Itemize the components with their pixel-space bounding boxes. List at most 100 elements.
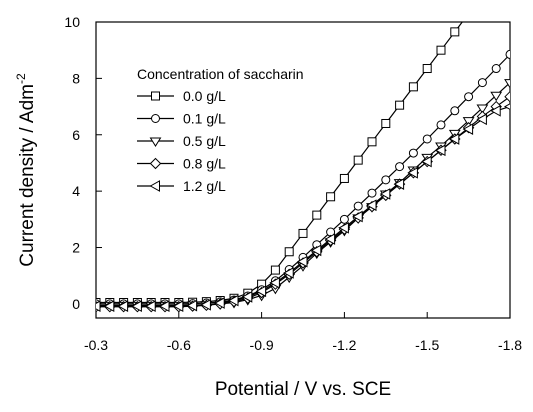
data-point-circle <box>408 148 418 158</box>
data-point-diamond <box>149 157 162 170</box>
data-point-triangle-left <box>200 298 211 311</box>
y-tick-label: 0 <box>72 296 80 312</box>
data-point-triangle-left <box>296 255 308 268</box>
x-tick-label: -0.6 <box>167 337 191 353</box>
legend-label: 0.5 g/L <box>183 133 226 149</box>
data-point-triangle-left <box>227 294 239 307</box>
data-point-triangle-left <box>283 267 294 279</box>
legend-label: 1.2 g/L <box>183 178 226 194</box>
x-tick-label: -1.5 <box>415 337 439 353</box>
data-point-triangle-left <box>117 300 129 313</box>
data-point-triangle-left <box>503 103 510 110</box>
series-layer <box>96 0 510 313</box>
data-point-circle <box>151 114 160 123</box>
data-point-triangle-left <box>407 166 418 179</box>
data-point-square <box>478 0 486 1</box>
legend-label: 0.1 g/L <box>183 111 226 127</box>
data-point-square <box>450 27 460 37</box>
data-point-circle <box>381 175 391 185</box>
y-axis-label-text: Current density / Adm <box>17 84 38 267</box>
x-tick-label: -1.8 <box>498 337 522 353</box>
data-point-square <box>465 10 473 18</box>
data-point-square <box>381 118 391 128</box>
data-point-circle <box>339 214 349 224</box>
data-point-triangle-left <box>393 178 405 190</box>
data-point-triangle-left <box>421 155 432 168</box>
data-point-triangle-left <box>186 299 198 312</box>
data-point-square <box>312 210 322 220</box>
data-point-triangle-down <box>490 91 503 102</box>
data-point-triangle-left <box>214 297 225 309</box>
legend-title: Concentration of saccharin <box>137 66 304 82</box>
x-tick-label: -0.3 <box>84 337 108 353</box>
legend-item: 0.1 g/L <box>137 111 226 127</box>
data-point-triangle-left <box>269 276 280 289</box>
series-line <box>96 105 510 307</box>
data-point-square <box>270 265 280 275</box>
data-point-square <box>408 82 418 92</box>
data-point-circle <box>395 162 405 172</box>
series-4 <box>96 103 510 313</box>
data-point-triangle-left <box>462 123 474 135</box>
legend-item: 1.2 g/L <box>137 178 226 194</box>
data-point-circle <box>477 78 487 88</box>
data-point-square <box>151 91 160 101</box>
data-point-triangle-left <box>145 300 156 313</box>
data-point-triangle-left <box>149 180 160 192</box>
y-axis-label-superscript: -2 <box>14 73 28 84</box>
data-point-triangle-left <box>324 233 336 245</box>
data-point-triangle-left <box>158 300 170 313</box>
data-point-triangle-left <box>352 210 363 223</box>
series-0 <box>96 0 486 307</box>
data-point-diamond <box>504 90 510 103</box>
x-axis: -0.3 -0.6 -0.9 -1.2 -1.5 -1.8 <box>84 312 522 353</box>
data-point-square <box>339 173 349 183</box>
x-tick-label: -1.2 <box>332 337 356 353</box>
data-point-triangle-down <box>149 137 162 147</box>
series-line <box>96 96 510 308</box>
y-tick-label: 10 <box>64 14 80 30</box>
legend-label: 0.0 g/L <box>183 88 226 104</box>
data-point-square <box>395 100 405 110</box>
data-point-triangle-left <box>338 221 349 234</box>
data-point-square <box>326 192 336 202</box>
y-tick-label: 8 <box>72 70 80 86</box>
x-tick-label: -0.9 <box>250 337 274 353</box>
y-tick-label: 2 <box>72 240 80 256</box>
data-point-square <box>422 64 432 74</box>
data-point-circle <box>450 106 460 116</box>
data-point-circle <box>422 134 432 144</box>
y-tick-label: 6 <box>72 127 80 143</box>
data-point-triangle-left <box>448 133 460 145</box>
y-axis-label: Current density / Adm-2 <box>14 73 38 267</box>
legend: Concentration of saccharin 0.0 g/L 0.1 g/L… <box>137 66 304 194</box>
data-point-square <box>298 228 308 238</box>
data-point-square <box>353 155 363 165</box>
series-3 <box>96 90 510 313</box>
data-point-square <box>436 45 446 55</box>
data-point-circle <box>464 92 474 102</box>
y-tick-label: 4 <box>72 183 80 199</box>
data-point-triangle-left <box>96 300 101 313</box>
data-point-circle <box>436 120 446 130</box>
data-point-triangle-left <box>490 104 501 117</box>
data-point-triangle-left <box>434 144 446 157</box>
data-point-circle <box>367 188 377 198</box>
series-line <box>96 22 463 304</box>
data-point-triangle-left <box>241 291 253 303</box>
data-point-triangle-down <box>476 104 489 114</box>
data-point-triangle-left <box>103 300 115 313</box>
x-axis-label: Potential / V vs. SCE <box>215 379 391 400</box>
data-point-square <box>367 137 377 147</box>
data-point-circle <box>491 64 501 74</box>
data-point-circle <box>353 201 363 211</box>
data-point-triangle-left <box>172 300 184 313</box>
legend-item: 0.8 g/L <box>137 156 226 172</box>
y-axis: 0 2 4 6 8 10 <box>64 14 102 312</box>
data-point-triangle-left <box>379 188 391 200</box>
data-point-triangle-left <box>365 199 377 212</box>
legend-label: 0.8 g/L <box>183 156 226 172</box>
data-point-triangle-left <box>476 113 487 126</box>
legend-item: 0.5 g/L <box>137 133 226 149</box>
